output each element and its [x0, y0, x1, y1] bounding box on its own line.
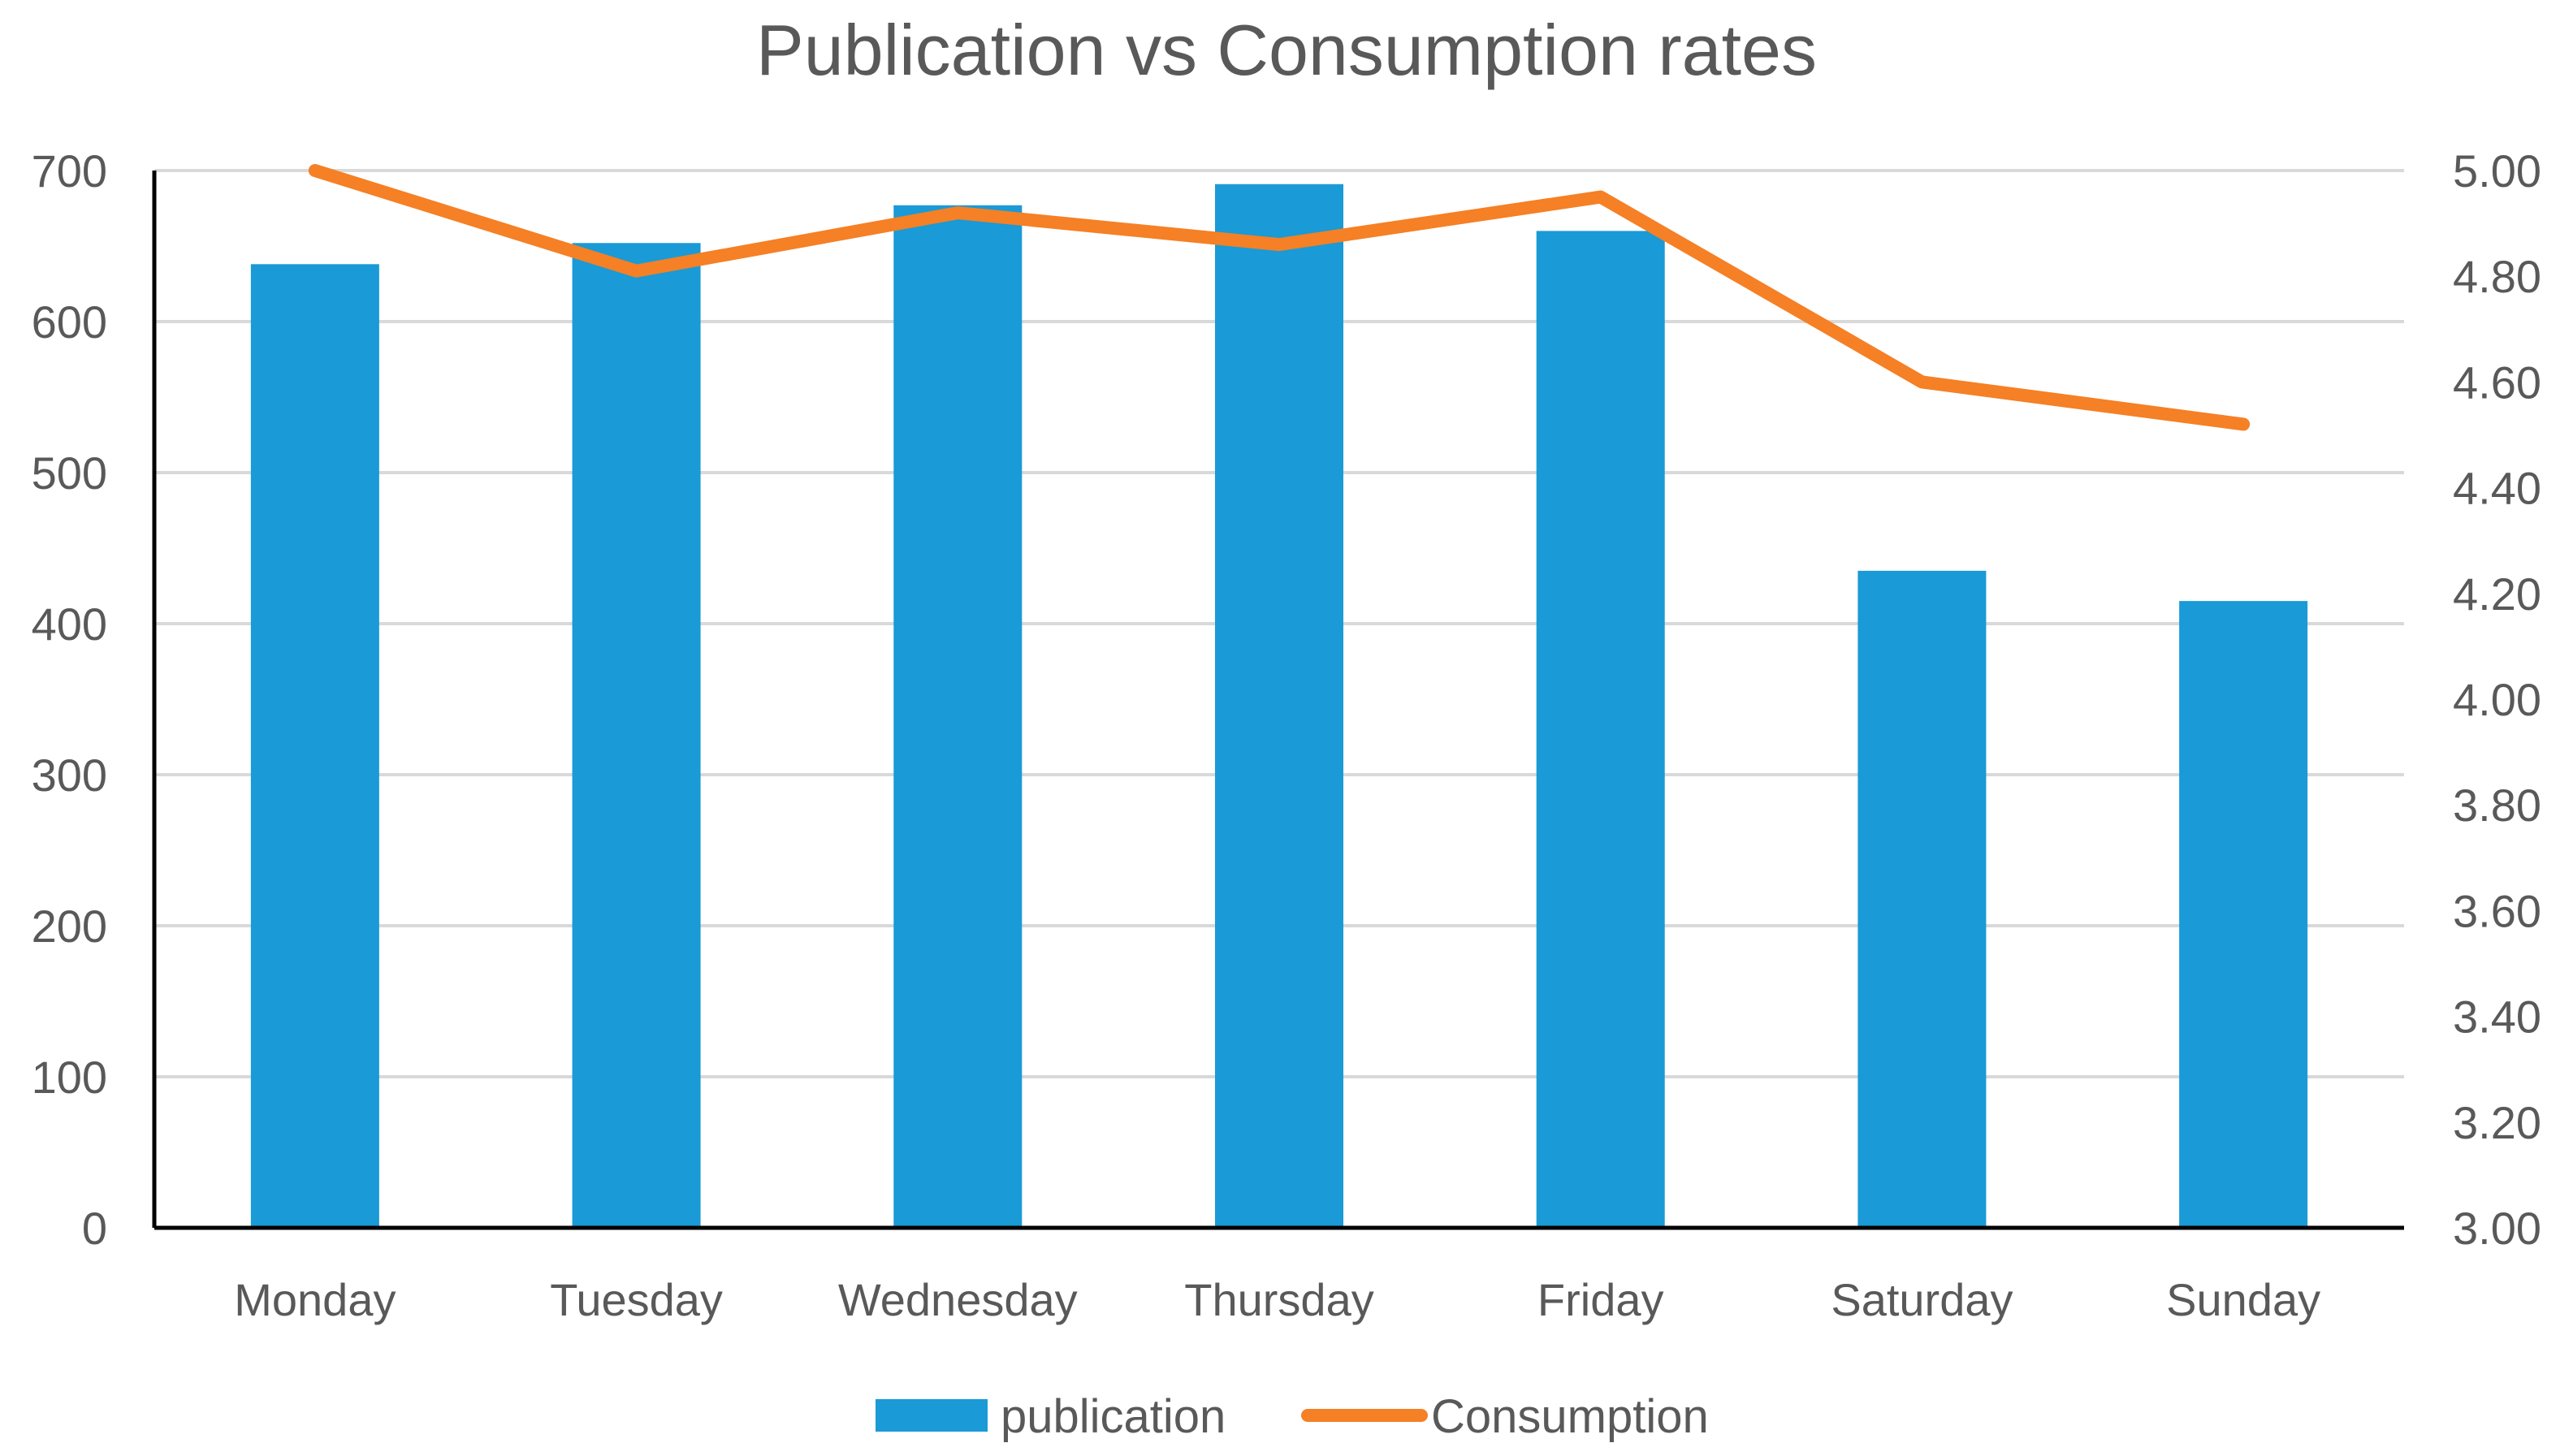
- legend-publication-label: publication: [1001, 1390, 1226, 1443]
- right-tick-label: 3.80: [2453, 780, 2541, 831]
- consumption-point-saturday: [1921, 381, 1923, 383]
- left-tick-label: 0: [82, 1203, 107, 1254]
- left-tick-label: 600: [32, 296, 107, 348]
- right-tick-label: 4.20: [2453, 568, 2541, 620]
- right-tick-label: 4.00: [2453, 674, 2541, 725]
- consumption-point-tuesday: [635, 270, 638, 272]
- bar-series: [250, 184, 2308, 1229]
- consumption-point-friday: [1599, 196, 1602, 198]
- bar-thursday: [1215, 184, 1343, 1229]
- left-tick-label: 200: [32, 901, 107, 952]
- right-tick-label: 3.20: [2453, 1097, 2541, 1148]
- bar-saturday: [1857, 570, 1987, 1228]
- consumption-point-sunday: [2242, 423, 2245, 426]
- category-label: Friday: [1537, 1274, 1664, 1325]
- consumption-point-thursday: [1278, 244, 1280, 246]
- bar-monday: [250, 264, 379, 1228]
- left-tick-label: 700: [32, 145, 107, 197]
- left-tick-label: 300: [32, 750, 107, 801]
- bar-sunday: [2179, 601, 2308, 1228]
- category-label: Saturday: [1831, 1274, 2013, 1325]
- bar-tuesday: [572, 243, 701, 1228]
- category-label: Sunday: [2166, 1274, 2320, 1325]
- consumption-point-monday: [314, 170, 316, 171]
- legend: publication Consumption: [876, 1390, 1709, 1443]
- right-tick-label: 3.00: [2453, 1203, 2541, 1254]
- right-tick-label: 4.60: [2453, 356, 2541, 408]
- line-series: [308, 164, 2251, 431]
- category-label: Thursday: [1184, 1274, 1373, 1325]
- bar-wednesday: [893, 205, 1023, 1228]
- consumption-point-wednesday: [957, 212, 959, 214]
- left-tick-label: 400: [32, 598, 107, 650]
- right-tick-label: 4.80: [2453, 251, 2541, 302]
- category-label: Monday: [234, 1274, 396, 1325]
- axes: [152, 171, 2404, 1230]
- right-tick-label: 3.40: [2453, 992, 2541, 1043]
- right-tick-label: 3.60: [2453, 885, 2541, 936]
- category-label: Tuesday: [550, 1274, 723, 1325]
- right-axis-ticks: 3.00 3.20 3.40 3.60 3.80 4.00 4.20 4.40 4.60 4.80…: [2453, 145, 2541, 1254]
- bar-friday: [1536, 231, 1665, 1228]
- legend-consumption-label: Consumption: [1431, 1390, 1709, 1443]
- legend-publication-swatch: [876, 1399, 988, 1432]
- right-tick-label: 4.40: [2453, 463, 2541, 514]
- chart-title: Publication vs Consumption rates: [756, 10, 1817, 90]
- left-axis-ticks: 0 100 200 300 400 500 600 700: [32, 145, 107, 1254]
- category-labels: Monday Tuesday Wednesday Thursday Friday Satu…: [234, 1274, 2320, 1325]
- right-tick-label: 5.00: [2453, 145, 2541, 197]
- left-tick-label: 500: [32, 447, 107, 499]
- left-tick-label: 100: [32, 1052, 107, 1103]
- category-label: Wednesday: [838, 1274, 1078, 1325]
